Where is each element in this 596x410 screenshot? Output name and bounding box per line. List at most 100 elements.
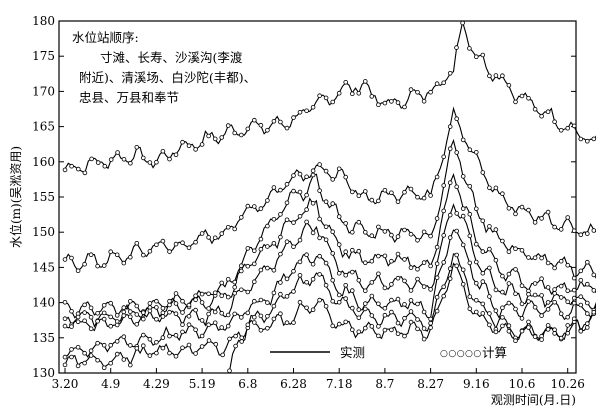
computed-point bbox=[389, 282, 394, 287]
computed-point bbox=[225, 312, 231, 318]
computed-point bbox=[89, 156, 94, 162]
computed-point bbox=[434, 81, 440, 86]
computed-point bbox=[362, 79, 368, 84]
computed-point bbox=[473, 309, 479, 315]
computed-point bbox=[128, 343, 133, 348]
computed-point bbox=[376, 198, 381, 204]
computed-point bbox=[101, 365, 107, 371]
computed-point bbox=[245, 126, 251, 132]
computed-point bbox=[467, 46, 472, 51]
computed-point bbox=[454, 116, 460, 121]
note-heading: 水位站顺序: bbox=[72, 30, 139, 45]
computed-point bbox=[252, 320, 257, 325]
computed-point bbox=[173, 291, 179, 296]
computed-point bbox=[227, 336, 232, 342]
computed-point bbox=[219, 135, 225, 140]
computed-point bbox=[454, 150, 460, 155]
computed-point bbox=[376, 271, 381, 277]
computed-point bbox=[252, 298, 257, 304]
computed-point bbox=[408, 298, 414, 303]
computed-point bbox=[206, 338, 212, 343]
y-tick-label: 165 bbox=[32, 120, 55, 134]
computed-point bbox=[75, 314, 81, 320]
computed-point bbox=[395, 100, 401, 105]
computed-point bbox=[265, 325, 270, 331]
computed-point bbox=[487, 224, 492, 229]
computed-point bbox=[428, 233, 433, 239]
computed-point bbox=[584, 281, 590, 287]
computed-point bbox=[584, 311, 590, 316]
computed-point bbox=[565, 262, 570, 268]
note-line: 附近)、清溪场、白沙陀(丰都)、 bbox=[79, 70, 256, 85]
computed-point bbox=[389, 258, 394, 264]
computed-point bbox=[584, 325, 590, 330]
computed-point bbox=[193, 307, 198, 313]
computed-point bbox=[376, 102, 381, 107]
computed-point bbox=[180, 240, 185, 246]
computed-point bbox=[330, 323, 336, 329]
computed-point bbox=[389, 309, 394, 315]
computed-point bbox=[500, 323, 505, 329]
computed-point bbox=[532, 255, 538, 261]
computed-point bbox=[467, 233, 473, 239]
computed-point bbox=[323, 199, 329, 205]
computed-point bbox=[199, 142, 205, 147]
computed-point bbox=[571, 228, 577, 234]
computed-point bbox=[167, 309, 172, 315]
computed-point bbox=[219, 325, 225, 330]
computed-point bbox=[480, 52, 486, 58]
computed-point bbox=[232, 279, 238, 285]
computed-point bbox=[278, 234, 283, 240]
computed-point bbox=[193, 351, 198, 356]
computed-point bbox=[467, 147, 473, 153]
computed-point bbox=[369, 197, 375, 203]
computed-point bbox=[480, 311, 486, 316]
computed-point bbox=[591, 272, 596, 278]
computed-point bbox=[225, 294, 231, 300]
computed-point bbox=[487, 246, 492, 252]
computed-point bbox=[565, 215, 570, 220]
computed-point bbox=[343, 174, 349, 180]
computed-point bbox=[395, 234, 401, 239]
x-tick-label: 10.6 bbox=[509, 377, 536, 391]
computed-point bbox=[395, 251, 401, 257]
legend: 实测 ○○○○○ 计算 bbox=[270, 345, 507, 360]
computed-point bbox=[160, 345, 166, 351]
computed-point bbox=[114, 313, 120, 318]
computed-point bbox=[460, 137, 466, 143]
computed-point bbox=[114, 339, 120, 344]
computed-point bbox=[297, 237, 303, 243]
computed-point bbox=[88, 326, 94, 332]
computed-point bbox=[532, 292, 538, 298]
computed-point bbox=[408, 288, 414, 293]
computed-point bbox=[545, 327, 551, 332]
computed-point bbox=[108, 314, 113, 320]
x-tick-label: 6.8 bbox=[238, 377, 257, 391]
computed-point bbox=[578, 232, 584, 238]
legend-measured-label: 实测 bbox=[340, 345, 365, 360]
computed-point bbox=[415, 238, 420, 243]
computed-point bbox=[265, 265, 270, 271]
computed-point bbox=[395, 320, 401, 326]
computed-point bbox=[206, 291, 211, 297]
computed-point bbox=[539, 293, 544, 298]
computed-point bbox=[239, 335, 245, 341]
computed-point bbox=[402, 227, 407, 233]
computed-point bbox=[317, 216, 322, 222]
computed-point bbox=[460, 242, 466, 248]
computed-point bbox=[447, 71, 453, 76]
computed-point bbox=[513, 211, 518, 217]
computed-point bbox=[382, 305, 388, 311]
computed-point bbox=[323, 237, 329, 243]
computed-point bbox=[545, 285, 551, 290]
computed-point bbox=[343, 249, 349, 255]
computed-point bbox=[545, 209, 551, 215]
computed-point bbox=[128, 362, 133, 368]
computed-point bbox=[245, 263, 251, 269]
computed-point bbox=[460, 174, 466, 179]
computed-point bbox=[265, 313, 270, 319]
computed-point bbox=[225, 123, 231, 128]
computed-point bbox=[121, 157, 127, 162]
computed-point bbox=[310, 276, 316, 282]
computed-point bbox=[212, 320, 218, 326]
